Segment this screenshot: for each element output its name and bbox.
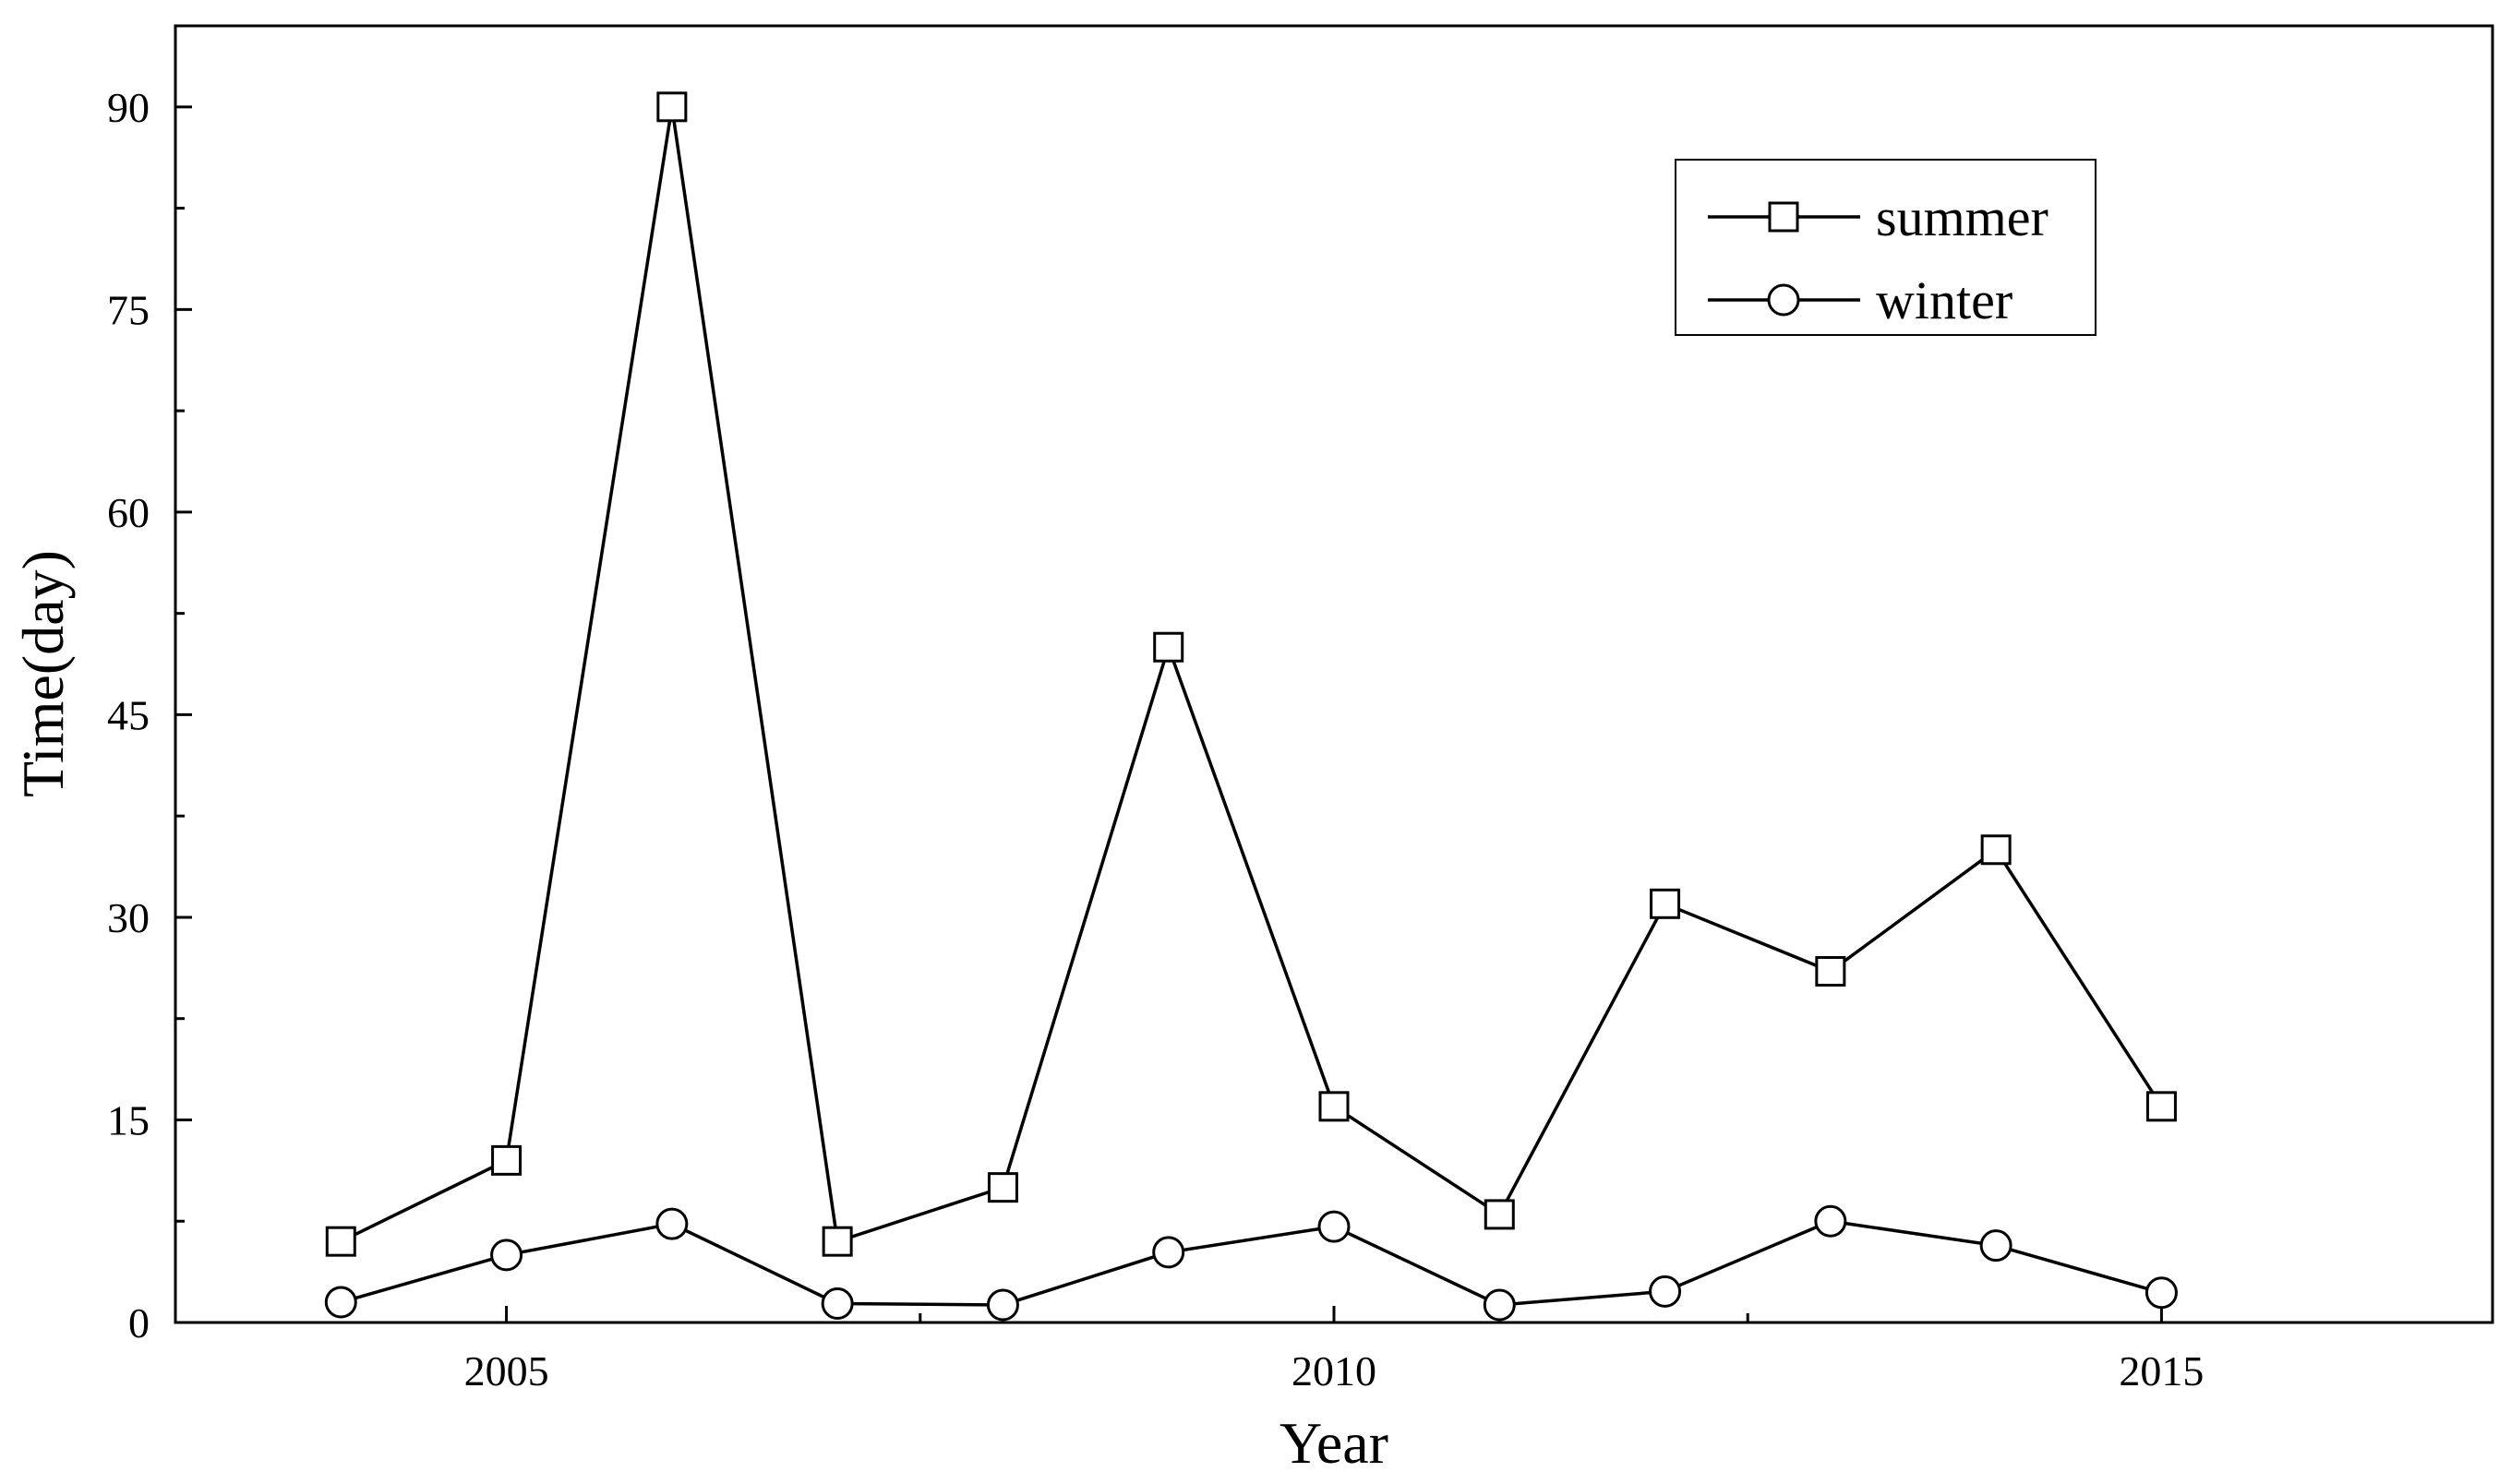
summer-point	[656, 91, 688, 123]
summer-point	[1318, 1091, 1350, 1122]
winter-point	[1979, 1229, 2012, 1263]
y-tick-label: 90	[107, 84, 150, 131]
legend-marker-winter	[1767, 283, 1800, 317]
y-axis-ticks: 0 15 30 45 60 75 90	[107, 84, 192, 1346]
legend-label-summer: summer	[1876, 187, 2048, 247]
winter-point	[655, 1207, 689, 1240]
x-axis-ticks: 2005 2010 2015	[464, 1306, 2204, 1394]
y-tick-label: 45	[107, 691, 150, 738]
y-tick-label: 30	[107, 894, 150, 941]
x-tick-label: 2010	[1292, 1347, 1376, 1394]
winter-point	[1814, 1204, 1847, 1238]
y-tick-label: 0	[128, 1299, 150, 1346]
summer-point	[987, 1172, 1018, 1203]
winter-point	[1483, 1288, 1516, 1322]
summer-point	[1153, 631, 1184, 663]
summer-point	[822, 1226, 853, 1257]
summer-point	[2145, 1091, 2177, 1122]
winter-point	[1152, 1236, 1185, 1269]
x-axis-title: Year	[1280, 1410, 1388, 1476]
legend-marker-summer	[1768, 201, 1799, 233]
y-tick-label: 60	[107, 489, 150, 536]
y-tick-label: 75	[107, 286, 150, 333]
series-layer	[324, 91, 2178, 1322]
x-tick-label: 2005	[464, 1347, 549, 1394]
winter-line	[340, 1219, 2162, 1307]
summer-line	[340, 106, 2163, 1244]
winter-point	[490, 1239, 523, 1272]
y-axis-title: Time(day)	[10, 550, 76, 797]
summer-point	[1484, 1199, 1515, 1230]
legend-label-winter: winter	[1876, 270, 2012, 330]
winter-point	[2145, 1276, 2178, 1310]
legend: summer winter	[1675, 159, 2097, 336]
series-summer	[325, 91, 2177, 1257]
winter-point	[324, 1286, 357, 1319]
winter-point	[1317, 1210, 1351, 1243]
summer-point	[1650, 888, 1681, 919]
summer-point	[491, 1144, 523, 1176]
plot-frame	[174, 24, 2494, 1324]
x-tick-label: 2015	[2119, 1347, 2204, 1394]
winter-point	[1649, 1275, 1682, 1308]
legend-box	[1675, 159, 2097, 336]
winter-point	[821, 1287, 854, 1321]
summer-point	[1815, 955, 1846, 987]
summer-point	[1980, 834, 2012, 866]
y-tick-label: 15	[107, 1096, 150, 1143]
winter-point	[986, 1288, 1019, 1322]
summer-point	[325, 1226, 356, 1257]
series-winter	[324, 1204, 2178, 1322]
